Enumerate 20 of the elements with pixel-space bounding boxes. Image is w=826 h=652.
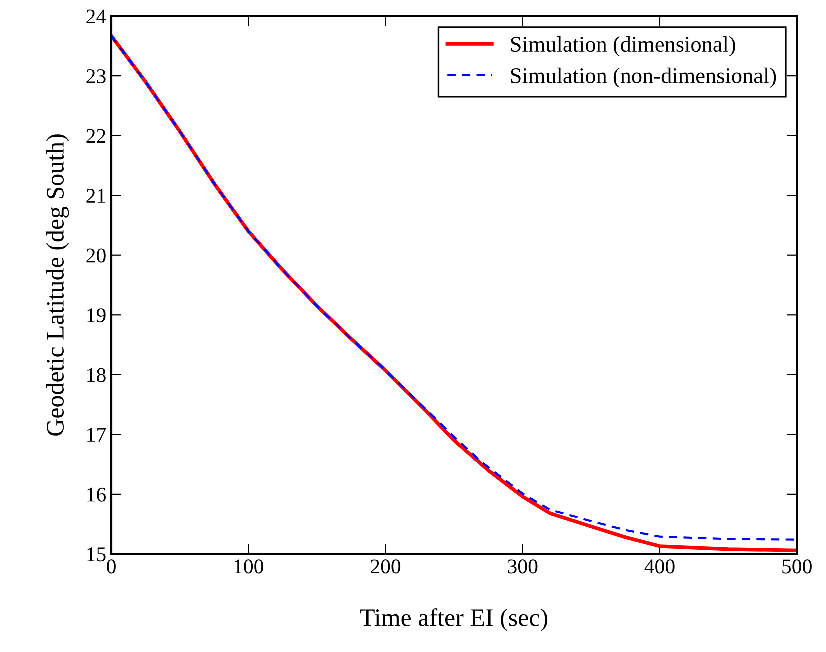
legend-label: Simulation (dimensional)	[511, 36, 736, 57]
y-tick-label: 17	[88, 428, 106, 442]
y-axis-title: Geodetic Latitude (deg South)	[46, 134, 70, 436]
x-tick-label: 0	[107, 560, 116, 574]
legend-label: Simulation (non-dimensional)	[511, 68, 776, 88]
x-axis-title: Time after EI (sec)	[360, 608, 548, 632]
x-tick-label: 500	[782, 560, 812, 574]
x-tick-label: 200	[371, 560, 401, 574]
x-tick-label: 400	[644, 560, 675, 574]
y-tick-label: 16	[88, 488, 106, 502]
y-tick-label: 20	[86, 248, 106, 263]
y-tick-label: 19	[88, 308, 106, 323]
y-tick-label: 23	[86, 70, 106, 84]
y-tick-label: 24	[86, 10, 106, 24]
y-tick-label: 15	[88, 548, 106, 562]
y-tick-label: 21	[86, 189, 106, 203]
y-tick-label: 22	[86, 129, 106, 144]
x-tick-label: 300	[508, 560, 538, 574]
y-tick-label: 18	[88, 368, 106, 382]
x-tick-label: 100	[234, 560, 264, 574]
